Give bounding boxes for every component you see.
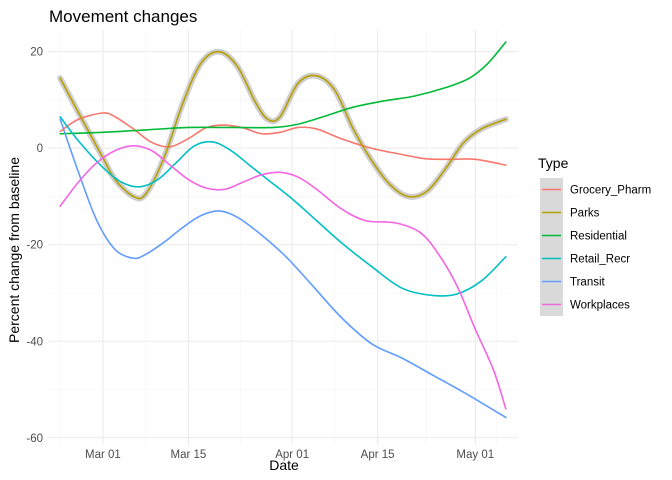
- x-tick-label: Mar 01: [85, 449, 121, 461]
- x-tick-label: Apr 15: [361, 449, 395, 461]
- legend-key-background: [540, 178, 563, 316]
- y-axis-title: Percent change from baseline: [6, 157, 22, 343]
- legend-label-workplaces: Workplaces: [570, 300, 630, 312]
- x-axis-title: Date: [269, 457, 299, 473]
- legend-label-retail-recr: Retail_Recr: [570, 254, 630, 266]
- y-tick-label: 20: [30, 47, 43, 59]
- legend-label-parks: Parks: [570, 208, 600, 220]
- y-tick-label: -20: [26, 240, 43, 252]
- chart-title: Movement changes: [49, 7, 197, 26]
- y-tick-label: 0: [37, 143, 43, 155]
- x-tick-label: Mar 15: [170, 449, 206, 461]
- y-tick-labels: -60 -40 -20 0 20: [26, 47, 43, 445]
- legend-title: Type: [538, 155, 569, 171]
- x-tick-label: May 01: [456, 449, 494, 461]
- x-tick-labels: Mar 01 Mar 15 Apr 01 Apr 15 May 01: [85, 449, 494, 461]
- legend: Type Grocery_Pharm Parks Residential Retail…: [538, 155, 651, 316]
- series-line-parks: [59, 50, 507, 200]
- x-tick-label: Apr 01: [275, 449, 309, 461]
- series-line-transit: [59, 118, 507, 419]
- legend-label-grocery-pharm: Grocery_Pharm: [570, 185, 651, 197]
- series-lines: [59, 41, 507, 419]
- legend-label-transit: Transit: [570, 277, 606, 289]
- y-tick-label: -60: [26, 433, 43, 445]
- legend-label-residential: Residential: [570, 231, 627, 243]
- series-line-workplaces: [59, 145, 507, 410]
- y-tick-label: -40: [26, 336, 43, 348]
- series-line-grocery-pharm: [59, 112, 507, 166]
- series-line-retail-recr: [59, 116, 507, 297]
- series-line-residential: [59, 41, 507, 135]
